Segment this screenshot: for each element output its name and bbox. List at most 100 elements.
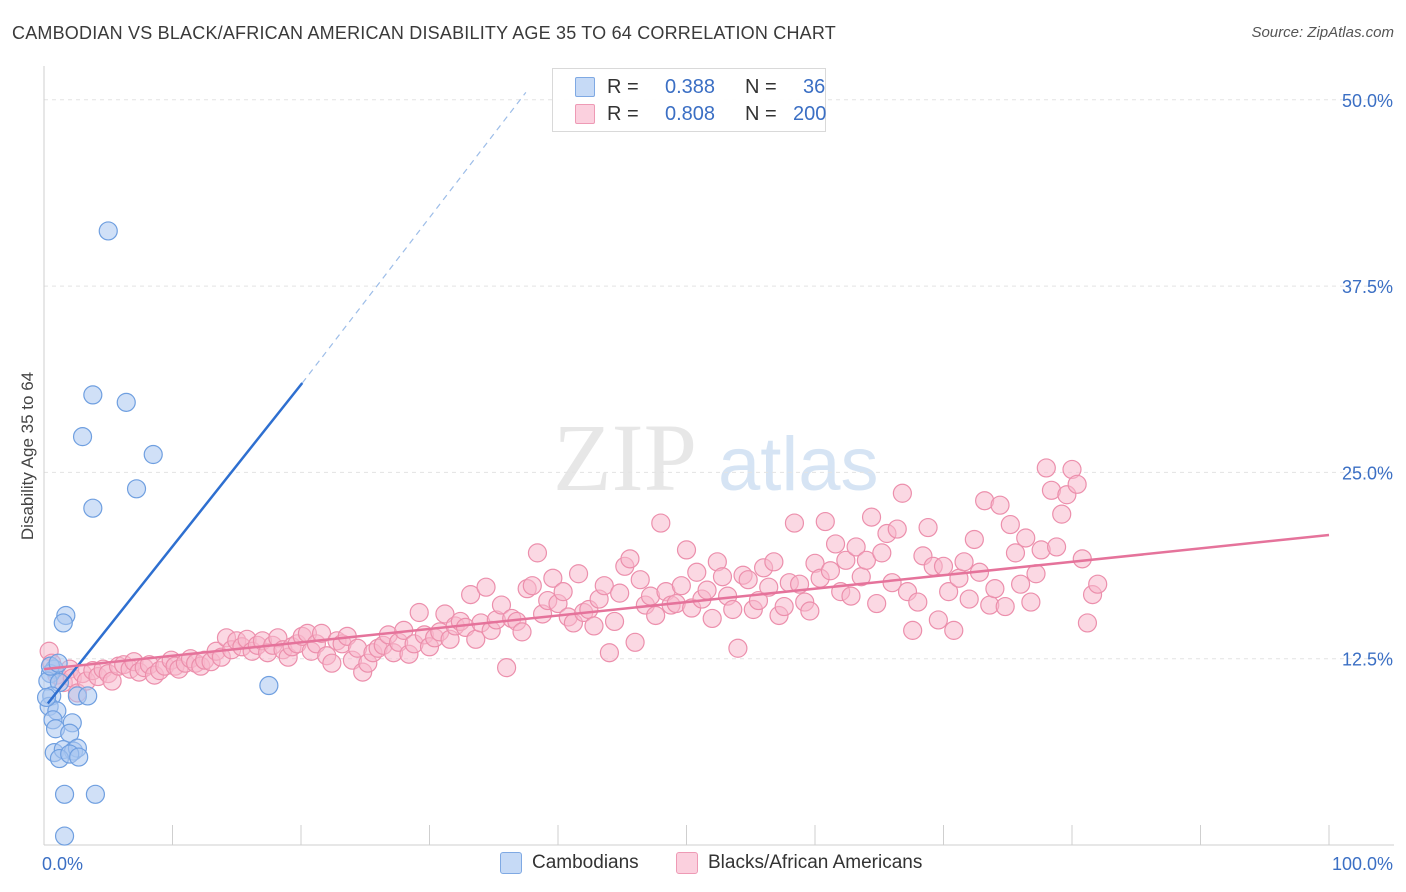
cambodians-point xyxy=(143,444,163,465)
blacks-point xyxy=(461,585,481,605)
n-value: 36 xyxy=(803,75,826,98)
blacks-point xyxy=(322,653,342,673)
legend-swatch-blacks xyxy=(676,852,698,874)
blacks-point xyxy=(646,605,666,626)
cambodians-point xyxy=(98,221,118,241)
blacks-point xyxy=(702,608,722,629)
blacks-point xyxy=(861,507,882,527)
blacks-point xyxy=(651,513,671,533)
blacks-point xyxy=(856,550,877,570)
cambodians-point xyxy=(53,613,73,633)
cambodians-point xyxy=(54,826,75,846)
blacks-point xyxy=(1016,528,1036,548)
blacks-point xyxy=(867,593,887,614)
chart-title: CAMBODIAN VS BLACK/AFRICAN AMERICAN DISA… xyxy=(12,23,836,43)
stats-legend: R = 0.388 N = 36 R = 0.808 N = 200 xyxy=(552,68,826,132)
blacks-point xyxy=(995,596,1015,617)
legend-label-blacks: Blacks/African Americans xyxy=(708,852,923,873)
blacks-point xyxy=(872,543,892,563)
y-tick-label: 25.0% xyxy=(1342,463,1393,483)
y-tick-label: 12.5% xyxy=(1342,650,1393,670)
blacks-point xyxy=(820,561,841,581)
watermark-zip: ZIP xyxy=(553,404,697,511)
blacks-point xyxy=(676,540,697,560)
blacks-point xyxy=(933,556,954,576)
r-value: 0.388 xyxy=(665,75,716,98)
cambodians-point xyxy=(36,687,57,708)
series-cambodians-points xyxy=(36,221,279,846)
axes xyxy=(43,66,1394,846)
r-label: R = xyxy=(607,102,639,125)
blacks-point xyxy=(841,586,861,606)
blacks-point xyxy=(491,595,512,615)
blacks-point xyxy=(1067,474,1087,494)
cambodians-point xyxy=(83,385,103,405)
cambodians-point xyxy=(60,723,80,743)
tick-labels: 12.5% 25.0% 37.5% 50.0% 0.0% 100.0% xyxy=(42,91,1393,874)
trend-lines xyxy=(43,91,1330,705)
blacks-point xyxy=(409,602,429,623)
blacks-point xyxy=(512,622,532,642)
blacks-point xyxy=(815,511,835,532)
blacks-point xyxy=(497,658,517,678)
legend-item-cambodians: Cambodians xyxy=(500,852,639,874)
x-tick-label: 100.0% xyxy=(1332,854,1393,874)
blacks-point xyxy=(1021,592,1041,612)
blacks-point xyxy=(625,632,645,652)
blacks-point xyxy=(311,623,332,643)
blacks-point xyxy=(959,589,979,609)
cambodians-point xyxy=(83,498,103,518)
blacks-point xyxy=(543,568,563,588)
blacks-point xyxy=(604,611,625,632)
blacks-point xyxy=(476,577,496,597)
blacks-point xyxy=(990,495,1010,515)
blacks-point xyxy=(527,543,548,563)
blacks-point xyxy=(800,601,820,621)
trend-line-cambodians xyxy=(46,382,304,705)
y-tick-label: 50.0% xyxy=(1342,91,1393,111)
blacks-point xyxy=(985,579,1005,599)
blacks-point xyxy=(939,582,959,602)
blacks-point xyxy=(784,513,805,533)
n-label: N = xyxy=(745,75,777,98)
blacks-point xyxy=(1077,613,1098,633)
blacks-point xyxy=(846,537,866,557)
blacks-point xyxy=(1005,543,1026,563)
blacks-point xyxy=(697,580,717,600)
blacks-point xyxy=(712,567,733,587)
y-tick-label: 37.5% xyxy=(1342,277,1393,297)
stats-legend-row-blacks: R = 0.808 N = 200 xyxy=(575,102,826,126)
blacks-point xyxy=(903,620,923,640)
blacks-point xyxy=(836,550,856,570)
blacks-point xyxy=(599,643,620,663)
blacks-point xyxy=(728,638,748,658)
blacks-point xyxy=(630,570,650,590)
legend-item-blacks: Blacks/African Americans xyxy=(676,852,922,874)
blacks-point xyxy=(908,592,928,612)
blacks-point xyxy=(764,552,784,572)
blacks-point xyxy=(1088,574,1108,594)
blacks-point xyxy=(1010,574,1031,594)
stats-legend-row-cambodians: R = 0.388 N = 36 xyxy=(575,75,825,99)
blacks-point xyxy=(522,576,542,596)
source-label: Source: ZipAtlas.com xyxy=(1251,24,1394,41)
x-tick-label: 0.0% xyxy=(42,854,83,874)
watermark-atlas: atlas xyxy=(718,422,879,507)
swatch-blacks xyxy=(575,104,595,124)
blacks-point xyxy=(887,519,907,539)
r-label: R = xyxy=(607,75,639,98)
cambodians-point xyxy=(116,392,136,412)
blacks-point xyxy=(892,483,912,503)
blacks-point xyxy=(928,610,948,630)
watermark: ZIP atlas xyxy=(553,404,879,511)
n-value: 200 xyxy=(793,102,827,125)
cambodians-point xyxy=(69,747,89,767)
blacks-point xyxy=(759,577,779,597)
blacks-point xyxy=(687,562,707,582)
r-value: 0.808 xyxy=(665,102,716,125)
cambodians-point xyxy=(126,479,147,499)
blacks-point xyxy=(671,576,691,596)
legend-label-cambodians: Cambodians xyxy=(532,852,639,873)
blacks-point xyxy=(944,620,964,640)
